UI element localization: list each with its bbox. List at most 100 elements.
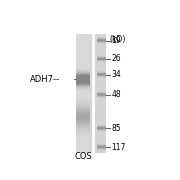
Bar — [76, 34, 90, 35]
Bar — [76, 75, 90, 76]
Bar — [76, 151, 90, 152]
Bar — [97, 138, 106, 139]
Bar — [97, 112, 106, 113]
Bar — [76, 48, 90, 49]
Bar — [76, 64, 90, 65]
Bar — [76, 65, 90, 66]
Bar — [76, 106, 90, 107]
Bar — [97, 123, 106, 124]
Bar — [97, 47, 106, 48]
Bar — [76, 90, 90, 91]
Bar — [97, 61, 106, 62]
Bar — [76, 34, 90, 35]
Bar — [76, 103, 90, 104]
Bar — [76, 57, 90, 58]
Bar — [97, 66, 106, 67]
Bar — [97, 77, 106, 78]
Bar — [97, 79, 106, 80]
Bar — [97, 58, 106, 59]
Bar — [97, 92, 106, 93]
Bar — [76, 147, 90, 148]
Bar — [76, 101, 90, 102]
Bar — [76, 40, 90, 41]
Bar — [76, 133, 90, 134]
Bar — [76, 90, 90, 91]
Bar — [97, 41, 106, 42]
Bar — [76, 55, 90, 56]
Bar — [76, 143, 90, 144]
Bar — [97, 106, 106, 107]
Bar — [76, 94, 90, 95]
Bar — [97, 107, 106, 108]
Bar — [97, 44, 106, 45]
Bar — [97, 43, 106, 44]
Bar — [97, 127, 106, 128]
Bar — [97, 105, 106, 106]
Bar — [97, 39, 106, 40]
Bar — [97, 36, 106, 37]
Bar — [97, 60, 106, 61]
Bar — [97, 38, 106, 39]
Bar — [97, 118, 106, 119]
Bar — [76, 81, 90, 82]
Bar — [76, 107, 90, 108]
Bar — [76, 71, 90, 72]
Bar — [97, 75, 106, 76]
Bar — [76, 138, 90, 139]
Bar — [97, 83, 106, 84]
Bar — [97, 55, 106, 56]
Bar — [97, 60, 106, 61]
Bar — [76, 121, 90, 122]
Bar — [97, 62, 106, 63]
Bar — [97, 85, 106, 86]
Text: 26: 26 — [111, 55, 121, 64]
Bar — [97, 34, 106, 35]
Bar — [97, 109, 106, 110]
Bar — [97, 136, 106, 137]
Bar — [76, 59, 90, 60]
Bar — [76, 39, 90, 40]
Bar — [76, 117, 90, 118]
Bar — [97, 121, 106, 122]
Bar — [97, 89, 106, 90]
Bar — [76, 109, 90, 110]
Bar — [76, 111, 90, 112]
Bar — [97, 82, 106, 83]
Text: 34: 34 — [111, 70, 121, 79]
Bar — [76, 86, 90, 87]
Bar — [76, 96, 90, 97]
Bar — [76, 115, 90, 116]
Bar — [76, 94, 90, 95]
Bar — [97, 72, 106, 73]
Bar — [76, 88, 90, 89]
Bar — [76, 34, 106, 153]
Bar — [97, 73, 106, 74]
Bar — [76, 125, 90, 126]
Bar — [76, 73, 90, 74]
Bar — [76, 122, 90, 123]
Bar — [97, 68, 106, 69]
Bar — [76, 86, 90, 87]
Bar — [97, 91, 106, 92]
Bar — [97, 111, 106, 112]
Bar — [97, 140, 106, 141]
Bar — [97, 86, 106, 87]
Bar — [97, 140, 106, 141]
Bar — [97, 103, 106, 104]
Bar — [97, 94, 106, 95]
Bar — [97, 41, 106, 42]
Bar — [76, 62, 90, 63]
Bar — [97, 70, 106, 71]
Bar — [76, 87, 90, 88]
Bar — [97, 92, 106, 93]
Bar — [76, 117, 90, 118]
Bar — [76, 60, 90, 61]
Bar — [97, 76, 106, 77]
Bar — [97, 63, 106, 64]
Bar — [76, 53, 90, 54]
Bar — [97, 111, 106, 112]
Bar — [76, 76, 90, 77]
Bar — [97, 121, 106, 122]
Bar — [76, 130, 90, 131]
Bar — [76, 67, 90, 68]
